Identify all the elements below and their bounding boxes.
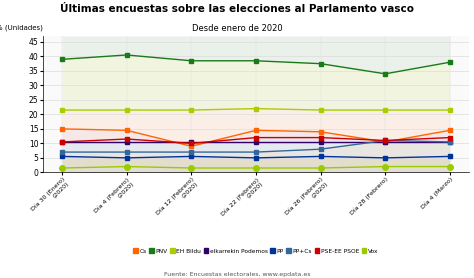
- elkarrekin Podemos: [124, 140, 129, 144]
- Cs: [447, 129, 453, 132]
- PP+Cs: [383, 139, 388, 142]
- PSE-EE PSOE: [189, 142, 194, 145]
- Text: Fuente: Encuestas electorales, www.epdata.es: Fuente: Encuestas electorales, www.epdat…: [164, 272, 310, 277]
- Cs: [59, 127, 65, 131]
- Cs: [318, 130, 323, 133]
- Text: Desde enero de 2020: Desde enero de 2020: [191, 24, 283, 33]
- EH Bildu: [383, 108, 388, 112]
- Vox: [189, 166, 194, 170]
- Vox: [447, 165, 453, 168]
- Line: PSE-EE PSOE: PSE-EE PSOE: [60, 135, 452, 145]
- PP+Cs: [124, 150, 129, 154]
- Cs: [124, 129, 129, 132]
- Vox: [124, 165, 129, 168]
- Line: elkarrekin Podemos: elkarrekin Podemos: [60, 140, 452, 144]
- PNV: [59, 58, 65, 61]
- Vox: [59, 166, 65, 170]
- Line: PNV: PNV: [60, 53, 452, 76]
- Line: PP: PP: [60, 154, 452, 160]
- PNV: [253, 59, 259, 63]
- PP: [59, 155, 65, 158]
- PSE-EE PSOE: [124, 137, 129, 141]
- PSE-EE PSOE: [447, 136, 453, 139]
- EH Bildu: [447, 108, 453, 112]
- EH Bildu: [253, 107, 259, 110]
- PP+Cs: [59, 150, 65, 154]
- Vox: [318, 166, 323, 170]
- Cs: [189, 145, 194, 148]
- elkarrekin Podemos: [189, 140, 194, 144]
- EH Bildu: [59, 108, 65, 112]
- PNV: [318, 62, 323, 65]
- Vox: [253, 166, 259, 170]
- elkarrekin Podemos: [318, 140, 323, 144]
- PP: [189, 155, 194, 158]
- Line: Cs: Cs: [60, 127, 452, 148]
- PP: [447, 155, 453, 158]
- EH Bildu: [189, 108, 194, 112]
- Line: Vox: Vox: [59, 164, 453, 171]
- PP+Cs: [447, 140, 453, 144]
- elkarrekin Podemos: [383, 140, 388, 144]
- PP: [383, 156, 388, 160]
- Legend: Cs, PNV, EH Bildu, elkarrekin Podemos, PP, PP+Cs, PSE-EE PSOE, Vox: Cs, PNV, EH Bildu, elkarrekin Podemos, P…: [131, 246, 381, 256]
- PNV: [447, 61, 453, 64]
- EH Bildu: [124, 108, 129, 112]
- Vox: [383, 165, 388, 168]
- PP+Cs: [189, 150, 194, 154]
- PNV: [383, 72, 388, 76]
- Text: % (Unidades): % (Unidades): [0, 24, 43, 31]
- Line: EH Bildu: EH Bildu: [60, 106, 452, 112]
- EH Bildu: [318, 108, 323, 112]
- PP: [318, 155, 323, 158]
- Text: Últimas encuestas sobre las elecciones al Parlamento vasco: Últimas encuestas sobre las elecciones a…: [60, 4, 414, 14]
- PP: [253, 156, 259, 160]
- PP+Cs: [318, 148, 323, 151]
- PSE-EE PSOE: [59, 140, 65, 144]
- Cs: [383, 140, 388, 144]
- PP: [124, 156, 129, 160]
- elkarrekin Podemos: [253, 140, 259, 144]
- PNV: [124, 53, 129, 57]
- PNV: [189, 59, 194, 63]
- PSE-EE PSOE: [253, 136, 259, 139]
- Cs: [253, 129, 259, 132]
- PSE-EE PSOE: [318, 136, 323, 139]
- PP+Cs: [253, 150, 259, 154]
- Line: PP+Cs: PP+Cs: [60, 138, 452, 154]
- elkarrekin Podemos: [59, 140, 65, 144]
- PSE-EE PSOE: [383, 139, 388, 142]
- elkarrekin Podemos: [447, 140, 453, 144]
